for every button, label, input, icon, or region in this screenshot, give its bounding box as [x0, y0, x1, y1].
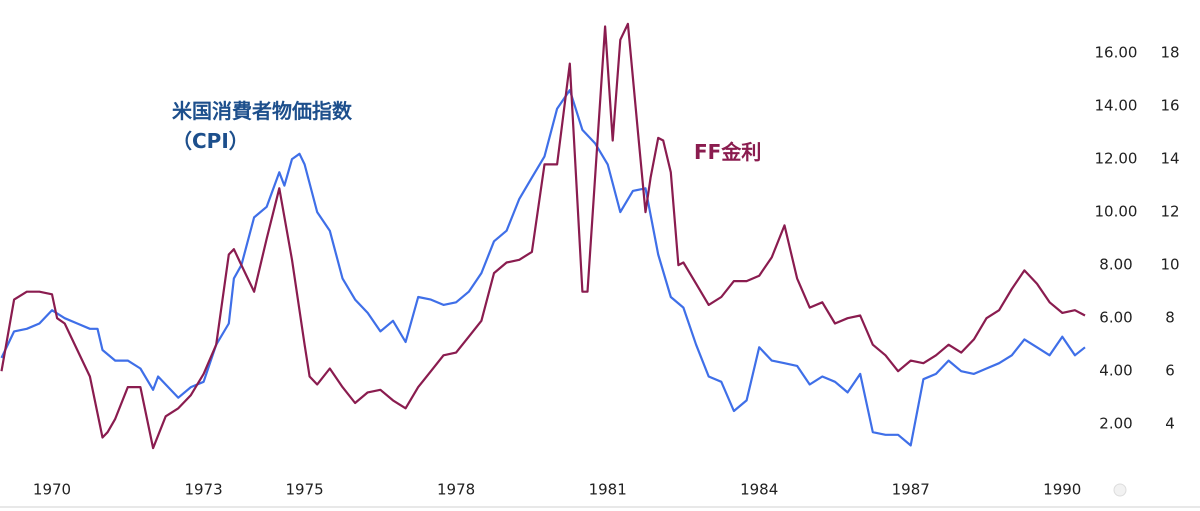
series-line [0, 22, 1086, 450]
y2-tick-label: 12 [1160, 203, 1179, 221]
y-tick-label: 12.00 [1095, 150, 1138, 168]
y2-tick-label: 16 [1160, 97, 1179, 115]
x-tick-label: 1990 [1043, 481, 1081, 499]
x-tick-label: 1975 [285, 481, 323, 499]
y-tick-label: 4.00 [1099, 362, 1132, 380]
y-tick-label: 14.00 [1095, 97, 1138, 115]
y-tick-label: 8.00 [1099, 256, 1132, 274]
y2-tick-label: 6 [1165, 362, 1175, 380]
y2-tick-label: 4 [1165, 415, 1175, 433]
x-tick-label: 1970 [33, 481, 71, 499]
y2-tick-label: 14 [1160, 150, 1179, 168]
y-tick-label: 16.00 [1095, 44, 1138, 62]
logo-icon [1113, 483, 1127, 497]
y-tick-label: 2.00 [1099, 415, 1132, 433]
series-label: FF金利 [694, 140, 762, 164]
x-tick-label: 1973 [184, 481, 222, 499]
y-tick-label: 10.00 [1095, 203, 1138, 221]
x-tick-label: 1981 [589, 481, 627, 499]
series-line [0, 89, 1086, 447]
y2-tick-label: 8 [1165, 309, 1175, 327]
series-label: 米国消費者物価指数（CPI） [172, 99, 352, 153]
y-tick-label: 6.00 [1099, 309, 1132, 327]
x-tick-label: 1987 [892, 481, 930, 499]
x-tick-label: 1978 [437, 481, 475, 499]
x-tick-label: 1984 [740, 481, 778, 499]
y2-tick-label: 18 [1160, 44, 1179, 62]
y2-tick-label: 10 [1160, 256, 1179, 274]
